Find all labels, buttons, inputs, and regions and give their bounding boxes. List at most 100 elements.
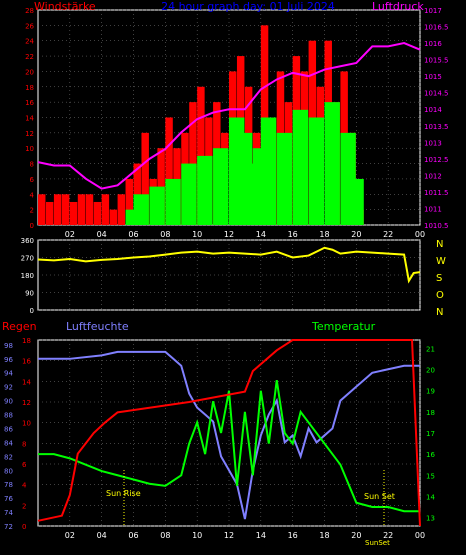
wind-speed-bar xyxy=(109,209,118,225)
wind-speed-bar xyxy=(93,201,102,225)
wind-average-bar xyxy=(133,194,149,225)
temperature-title: Temperatur xyxy=(311,320,376,333)
humidity-y-tick: 80 xyxy=(4,467,13,475)
wind-speed-bar xyxy=(38,194,46,225)
wind-y-tick: 20 xyxy=(25,68,34,76)
rain-title: Regen xyxy=(2,320,37,333)
temperature-y-tick: 17 xyxy=(426,430,435,438)
temperature-y-tick: 13 xyxy=(426,515,435,523)
pressure-y-tick: 1016.5 xyxy=(424,24,449,32)
wind-y-tick: 28 xyxy=(25,7,34,15)
wind-average-bar xyxy=(260,117,277,225)
wind-average-bar xyxy=(213,148,229,225)
pressure-y-tick: 1012.5 xyxy=(424,156,449,164)
sunset-label: Sun Set xyxy=(364,492,395,501)
wind-y-tick: 24 xyxy=(25,38,34,46)
wind-speed-bar xyxy=(165,117,173,225)
wind-average-bar xyxy=(308,117,324,225)
humidity-y-ticks: 72 74 76 78 80 82 84 86 88 90 92 94 96 98 xyxy=(4,342,13,531)
wind-speed-bar xyxy=(69,201,78,225)
wind-x-tick: 18 xyxy=(319,230,329,239)
climate-x-tick: 06 xyxy=(128,531,138,540)
wind-average-bar xyxy=(197,155,213,225)
compass-label: S xyxy=(436,273,442,284)
humidity-y-tick: 72 xyxy=(4,523,13,531)
wind-speed-bar xyxy=(77,194,86,225)
wind-x-tick: 02 xyxy=(65,230,75,239)
wind-x-tick: 20 xyxy=(351,230,361,239)
direction-panel-grid xyxy=(38,239,421,311)
pressure-y-tick: 1017 xyxy=(424,7,442,15)
wind-y-tick: 6 xyxy=(30,176,35,184)
rain-y-tick: 12 xyxy=(22,399,31,407)
graph-title: 24 hour graph day: 01 Juli 2024 xyxy=(161,0,335,13)
climate-x-tick: 08 xyxy=(160,531,170,540)
direction-y-ticks: 0 90 180 270 360 xyxy=(21,237,34,315)
wind-y-tick: 0 xyxy=(30,222,34,230)
wind-y-tick: 16 xyxy=(25,99,34,107)
wind-y-tick: 14 xyxy=(25,115,34,123)
wind-y-tick: 22 xyxy=(25,53,34,61)
compass-label: N xyxy=(436,239,443,250)
humidity-line xyxy=(38,350,420,520)
wind-speed-bar xyxy=(85,194,94,225)
wind-x-tick: 08 xyxy=(160,230,170,239)
wind-y-tick: 2 xyxy=(30,207,34,215)
pressure-y-tick: 1013.5 xyxy=(424,123,449,131)
climate-x-tick: 22 xyxy=(383,531,393,540)
climate-x-tick: 14 xyxy=(256,531,266,540)
wind-average-bar xyxy=(348,178,364,225)
climate-x-tick: 20 xyxy=(351,531,361,540)
pressure-line xyxy=(37,42,421,190)
humidity-title: Luftfeuchte xyxy=(66,320,129,333)
wind-average-bar xyxy=(292,109,309,225)
humidity-y-tick: 74 xyxy=(4,509,13,517)
climate-x-tick: 04 xyxy=(97,531,107,540)
humidity-y-tick: 94 xyxy=(4,370,13,378)
wind-x-tick: 22 xyxy=(383,230,393,239)
rain-line xyxy=(37,339,421,527)
pressure-y-tick: 1012 xyxy=(424,172,442,180)
rain-y-tick: 0 xyxy=(22,523,26,531)
wind-x-tick: 06 xyxy=(128,230,138,239)
temperature-y-tick: 16 xyxy=(426,451,435,459)
pressure-y-tick: 1010.5 xyxy=(424,222,449,230)
temperature-line xyxy=(38,380,420,513)
wind-average-bar xyxy=(181,163,197,225)
pressure-y-tick: 1015.5 xyxy=(424,57,449,65)
wind-y-tick: 10 xyxy=(25,145,34,153)
wind-x-tick: 00 xyxy=(415,230,425,239)
wind-speed-bar xyxy=(133,163,141,225)
pressure-y-tick: 1014 xyxy=(424,106,442,114)
temperature-y-tick: 14 xyxy=(426,493,435,501)
wind-average-bar xyxy=(165,178,181,225)
wind-title: Windstärke xyxy=(34,0,96,13)
climate-panel-grid xyxy=(38,339,421,527)
humidity-y-tick: 92 xyxy=(4,384,13,392)
wind-speed-bar xyxy=(45,201,54,225)
wind-speed-bar xyxy=(61,194,70,225)
wind-speed-bar xyxy=(53,194,62,225)
climate-x-tick: 18 xyxy=(319,531,329,540)
climate-x-tick: 10 xyxy=(192,531,202,540)
climate-x-tick: 02 xyxy=(65,531,75,540)
humidity-y-tick: 98 xyxy=(4,342,13,350)
rain-y-tick: 16 xyxy=(22,358,31,366)
humidity-y-tick: 84 xyxy=(4,439,13,447)
humidity-y-tick: 82 xyxy=(4,453,13,461)
wind-x-tick: 04 xyxy=(97,230,107,239)
wind-average-bars xyxy=(125,102,364,225)
wind-average-bar xyxy=(149,186,165,225)
pressure-y-tick: 1013 xyxy=(424,139,442,147)
direction-y-tick: 360 xyxy=(21,237,34,245)
temperature-y-tick: 18 xyxy=(426,409,435,417)
humidity-y-tick: 96 xyxy=(4,356,13,364)
wind-y-tick: 4 xyxy=(30,191,35,199)
direction-y-tick: 0 xyxy=(30,307,34,315)
climate-x-ticks: 02 04 06 08 10 12 14 16 18 20 22 00 xyxy=(65,531,425,540)
rain-y-tick: 6 xyxy=(22,461,27,469)
rain-y-tick: 10 xyxy=(22,420,31,428)
humidity-y-tick: 88 xyxy=(4,412,13,420)
